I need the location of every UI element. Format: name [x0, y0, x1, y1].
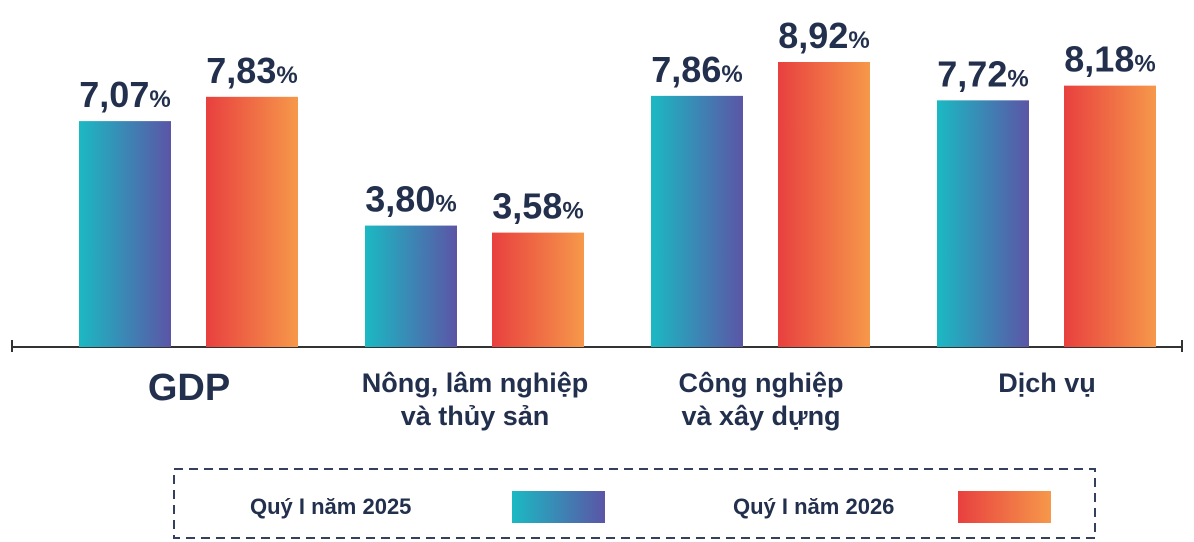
- value-label: 3,80%: [365, 179, 456, 220]
- bar: [365, 225, 457, 347]
- legend-label: Quý I năm 2025: [250, 494, 411, 519]
- x-tick-label: GDP: [148, 367, 230, 409]
- legend-label: Quý I năm 2026: [733, 494, 894, 519]
- bar: [1064, 85, 1156, 348]
- bar: [492, 232, 584, 347]
- value-label: 7,83%: [206, 50, 297, 91]
- value-label: 7,86%: [651, 49, 742, 90]
- x-tick-label: Dịch vụ: [998, 368, 1096, 398]
- x-tick-label: Công nghiệp và xây dựng: [679, 368, 844, 431]
- legend-swatch: [958, 491, 1051, 523]
- bar: [937, 100, 1029, 347]
- bar: [206, 96, 298, 347]
- x-tick-label: Nông, lâm nghiệp và thủy sản: [362, 368, 589, 431]
- bar: [778, 62, 870, 347]
- bar: [79, 121, 171, 348]
- legend-swatch: [512, 491, 605, 523]
- value-label: 8,18%: [1064, 39, 1155, 80]
- bar: [651, 95, 743, 348]
- value-label: 7,07%: [79, 74, 170, 115]
- value-label: 3,58%: [492, 186, 583, 227]
- value-label: 7,72%: [937, 53, 1028, 94]
- value-label: 8,92%: [778, 15, 869, 56]
